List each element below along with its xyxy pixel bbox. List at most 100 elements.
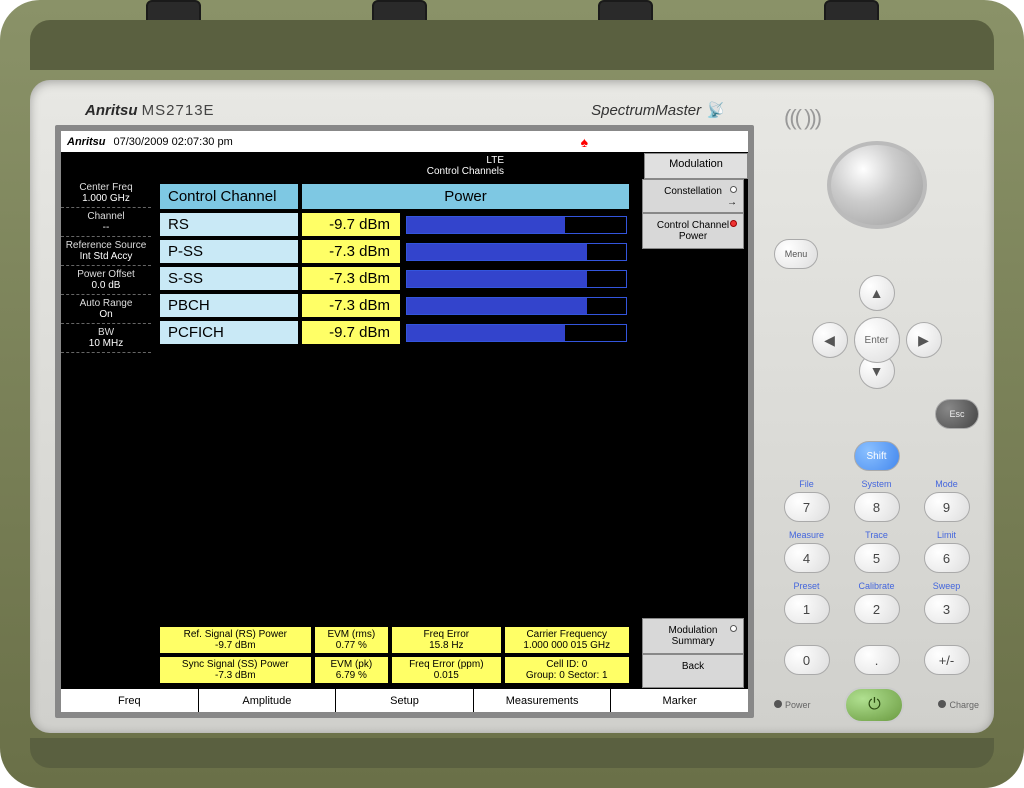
- keypad-button[interactable]: 1: [784, 594, 830, 624]
- power-led-label: Power: [774, 700, 811, 710]
- summary-label: Ref. Signal (RS) Power: [164, 629, 307, 640]
- softkey-indicator-icon: [730, 186, 737, 193]
- summary-cell: Cell ID: 0Group: 0 Sector: 1: [504, 656, 630, 684]
- softkey-button[interactable]: Back: [642, 654, 744, 688]
- numeric-keypad: ShiftFile7System8Mode9Measure4Trace5Limi…: [779, 441, 975, 675]
- subtitle-line2: Control Channels: [61, 166, 504, 177]
- summary-value: 6.79 %: [319, 670, 385, 681]
- bottom-menu-item[interactable]: Amplitude: [199, 689, 337, 712]
- bezel-model: MS2713E: [142, 102, 215, 119]
- control-channel-table: Control Channel Power RS -9.7 dBm P-SS -…: [157, 181, 632, 347]
- center-area: Control Channel Power RS -9.7 dBm P-SS -…: [151, 179, 638, 688]
- bumper-top: [30, 20, 994, 70]
- dpad-up-button[interactable]: ▲: [859, 275, 895, 311]
- keypad-button[interactable]: 8: [854, 492, 900, 522]
- key-function-label: Calibrate: [849, 581, 905, 592]
- softkey-label: Back: [647, 661, 739, 672]
- keypad-button[interactable]: 2: [854, 594, 900, 624]
- keypad-button[interactable]: .: [854, 645, 900, 675]
- summary-value: 0.015: [396, 670, 496, 681]
- bottom-menu-item[interactable]: Measurements: [474, 689, 612, 712]
- enter-button[interactable]: Enter: [854, 317, 900, 363]
- channel-name: PCFICH: [159, 320, 299, 345]
- summary-label: Freq Error: [396, 629, 496, 640]
- channel-power-value: -9.7 dBm: [301, 320, 401, 345]
- summary-value: 1.000 000 015 GHz: [509, 640, 625, 651]
- screen-timestamp: 07/30/2009 02:07:30 pm: [114, 136, 233, 148]
- channel-bar-cell: [403, 266, 630, 291]
- summary-label: EVM (rms): [319, 629, 385, 640]
- rotary-knob[interactable]: [827, 141, 927, 229]
- col-header-power: Power: [301, 183, 630, 210]
- param-label: Power Offset: [65, 269, 147, 280]
- table-row: P-SS -7.3 dBm: [159, 239, 630, 264]
- key-function-label: Trace: [849, 530, 905, 541]
- channel-name: P-SS: [159, 239, 299, 264]
- power-button[interactable]: ⏻: [844, 687, 904, 723]
- summary-cell: Ref. Signal (RS) Power-9.7 dBm: [159, 626, 312, 654]
- channel-power-value: -7.3 dBm: [301, 293, 401, 318]
- softkey-button[interactable]: Control ChannelPower: [642, 213, 744, 249]
- dpad-right-button[interactable]: ▶: [906, 322, 942, 358]
- dpad-left-button[interactable]: ◀: [812, 322, 848, 358]
- table-row: PBCH -7.3 dBm: [159, 293, 630, 318]
- esc-button[interactable]: Esc: [935, 399, 979, 429]
- softkey-button[interactable]: Constellation→: [642, 179, 744, 213]
- bumper-bottom: [30, 738, 994, 768]
- param-label: Center Freq: [65, 182, 147, 193]
- summary-label: Cell ID: 0: [509, 659, 625, 670]
- keypad-button[interactable]: 0: [784, 645, 830, 675]
- keypad-button[interactable]: 9: [924, 492, 970, 522]
- table-row: PCFICH -9.7 dBm: [159, 320, 630, 345]
- table-row: S-SS -7.3 dBm: [159, 266, 630, 291]
- bottom-menu-item[interactable]: Freq: [61, 689, 199, 712]
- param-label: BW: [65, 327, 147, 338]
- keypad-button[interactable]: 4: [784, 543, 830, 573]
- key-function-label: Sweep: [919, 581, 975, 592]
- table-header-row: Control Channel Power: [159, 183, 630, 210]
- channel-bar-cell: [403, 212, 630, 237]
- charge-led-label: Charge: [938, 700, 979, 710]
- channel-power-value: -7.3 dBm: [301, 266, 401, 291]
- menu-button[interactable]: Menu: [774, 239, 818, 269]
- param-value: 10 MHz: [65, 338, 147, 349]
- softkey-button[interactable]: ModulationSummary: [642, 618, 744, 654]
- channel-bar-cell: [403, 239, 630, 264]
- col-header-name: Control Channel: [159, 183, 299, 210]
- subtitle-line1: LTE: [61, 155, 504, 166]
- summary-table: Ref. Signal (RS) Power-9.7 dBmEVM (rms)0…: [157, 624, 632, 686]
- power-label-text: Power: [785, 700, 811, 710]
- bottom-menu-item[interactable]: Marker: [611, 689, 748, 712]
- lcd-screen: Anritsu 07/30/2009 02:07:30 pm ♠ LTE Con…: [55, 125, 754, 718]
- charge-led-icon: [938, 700, 946, 708]
- param-item: Power Offset0.0 dB: [61, 266, 151, 295]
- summary-cell: Freq Error (ppm)0.015: [391, 656, 501, 684]
- summary-cell: EVM (rms)0.77 %: [314, 626, 390, 654]
- channel-power-value: -7.3 dBm: [301, 239, 401, 264]
- param-value: 1.000 GHz: [65, 193, 147, 204]
- keypad-button[interactable]: 7: [784, 492, 830, 522]
- channel-name: S-SS: [159, 266, 299, 291]
- softkey-column: Constellation→Control ChannelPower Modul…: [638, 179, 748, 688]
- keypad-button[interactable]: 5: [854, 543, 900, 573]
- softkey-sublabel: Power: [647, 231, 739, 242]
- bezel-product: SpectrumMaster: [591, 102, 701, 119]
- summary-value: Group: 0 Sector: 1: [509, 670, 625, 681]
- bottom-menu-item[interactable]: Setup: [336, 689, 474, 712]
- param-item: Channel--: [61, 208, 151, 237]
- speaker-icon: ((( ))): [784, 105, 820, 131]
- bezel-brand: Anritsu: [85, 102, 138, 119]
- marker-icon: ♠: [581, 134, 588, 150]
- summary-cell: Sync Signal (SS) Power-7.3 dBm: [159, 656, 312, 684]
- softkey-indicator-icon: [730, 220, 737, 227]
- antenna-icon: 📡: [705, 102, 724, 119]
- summary-cell: Freq Error15.8 Hz: [391, 626, 501, 654]
- keypad-button[interactable]: +/-: [924, 645, 970, 675]
- param-label: Auto Range: [65, 298, 147, 309]
- summary-row: Sync Signal (SS) Power-7.3 dBmEVM (pk)6.…: [159, 656, 630, 684]
- softkey-title: Modulation: [644, 153, 748, 179]
- keypad-button[interactable]: 3: [924, 594, 970, 624]
- softkey-label: Constellation: [647, 186, 739, 197]
- shift-button[interactable]: Shift: [854, 441, 900, 471]
- keypad-button[interactable]: 6: [924, 543, 970, 573]
